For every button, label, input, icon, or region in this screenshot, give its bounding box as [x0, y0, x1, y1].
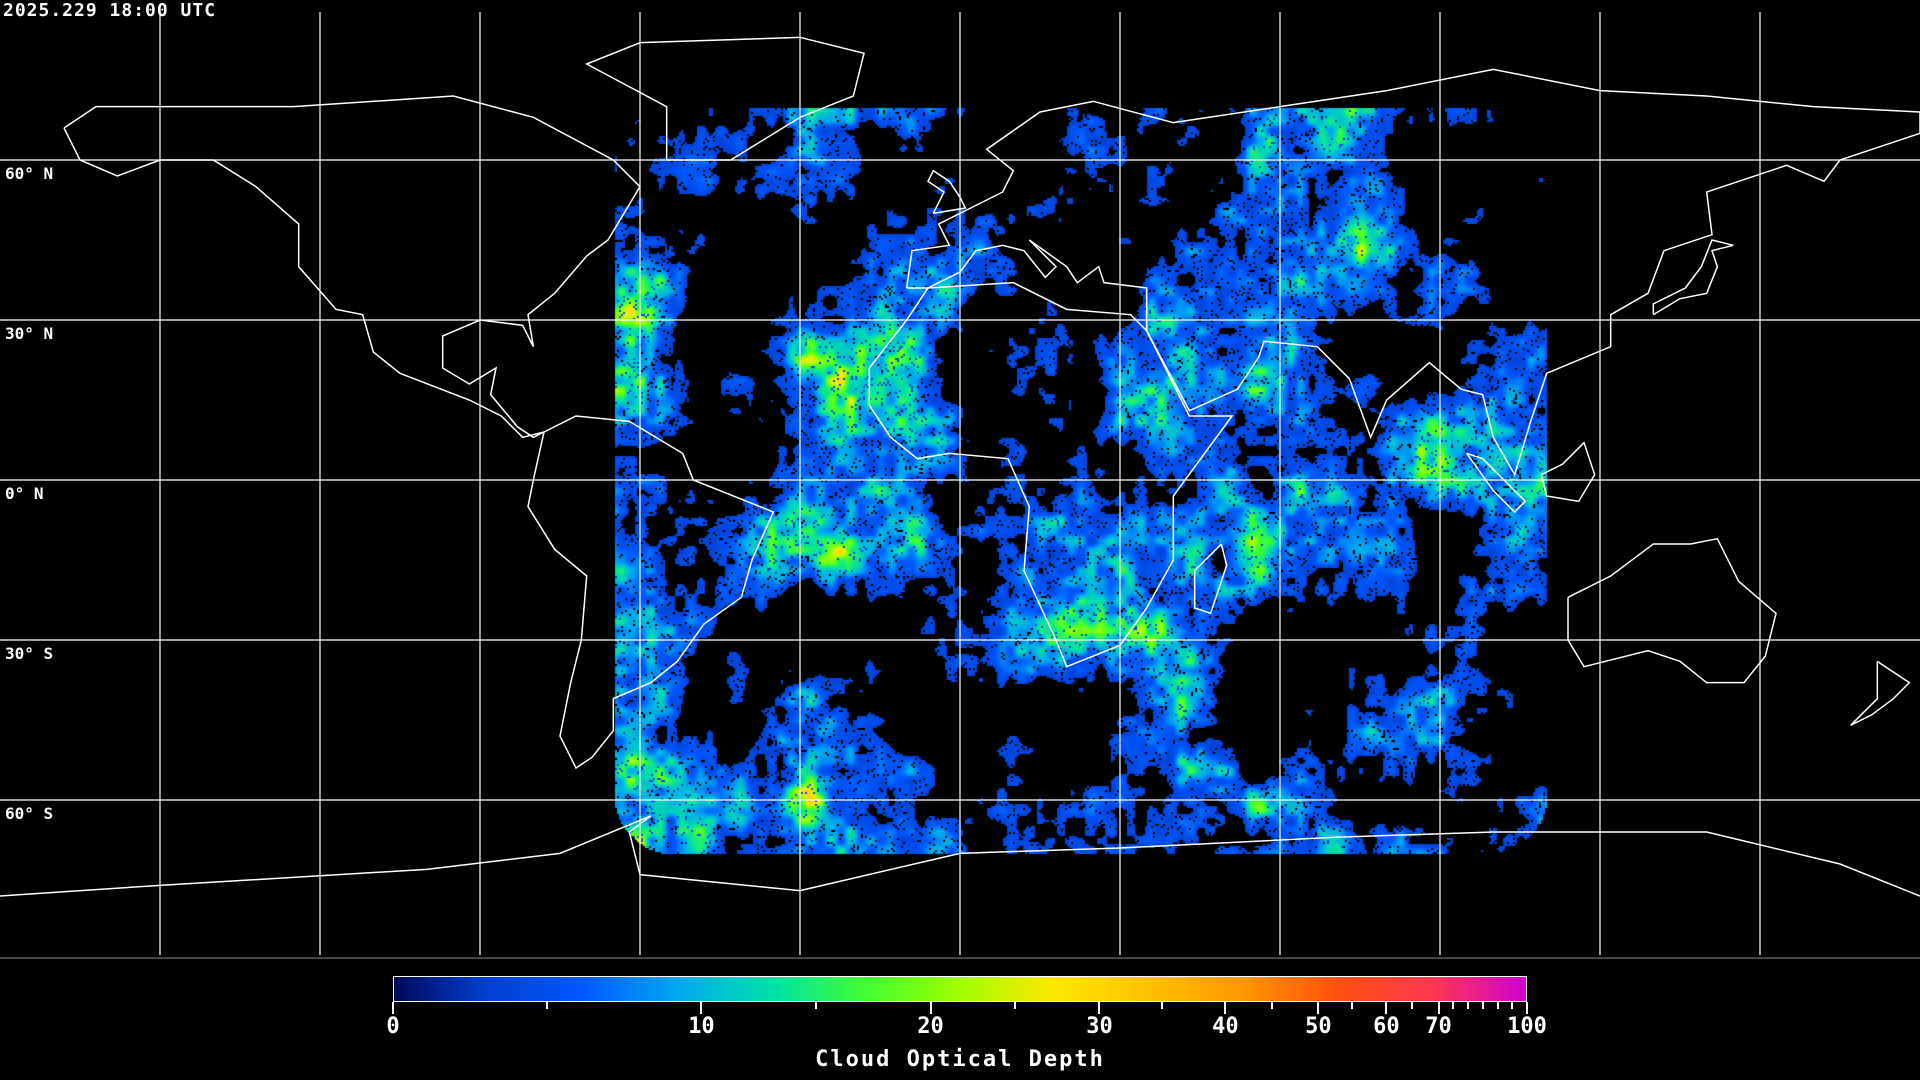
colorbar [393, 976, 1527, 1002]
map-overlay [0, 12, 1920, 959]
coastline-greenland [584, 36, 865, 161]
colorbar-tick-label: 100 [1507, 1014, 1547, 1039]
colorbar-tick [1411, 1002, 1414, 1009]
colorbar-tick [1452, 1002, 1455, 1009]
coastline-australia [1567, 537, 1777, 684]
colorbar-tick [1317, 1002, 1320, 1014]
world-map [0, 0, 1920, 960]
colorbar-tick [700, 1002, 703, 1014]
colorbar-tick [1385, 1002, 1388, 1014]
colorbar-tick [1467, 1002, 1470, 1009]
coastline-sumatra [1466, 452, 1527, 514]
lat-label-30s: 30° S [5, 644, 54, 663]
colorbar-tick-label: 0 [386, 1014, 400, 1039]
colorbar-tick [1496, 1002, 1499, 1009]
colorbar-tick-label: 30 [1086, 1014, 1113, 1039]
colorbar-title: Cloud Optical Depth [815, 1047, 1105, 1072]
coastline-madagascar [1193, 543, 1228, 615]
colorbar-tick [392, 1002, 394, 1014]
colorbar-tick-label: 70 [1425, 1014, 1452, 1039]
colorbar-tick [1511, 1002, 1514, 1009]
coastline-africa [868, 281, 1234, 668]
colorbar-ticks [392, 1002, 1528, 1016]
colorbar-tick [1161, 1002, 1164, 1009]
coastline-great-britain [927, 169, 967, 215]
coastline-south-america [527, 415, 775, 770]
timestamp: 2025.229 18:00 UTC [3, 0, 217, 21]
colorbar-tick [1013, 1002, 1016, 1009]
colorbar-tick-label: 40 [1212, 1014, 1239, 1039]
colorbar-tick-label: 10 [688, 1014, 715, 1039]
colorbar-tick-label: 60 [1373, 1014, 1400, 1039]
colorbar-tick [1526, 1002, 1528, 1014]
colorbar-tick [929, 1002, 932, 1014]
coastline-japan [1652, 239, 1734, 316]
colorbar-tick-label: 20 [917, 1014, 944, 1039]
colorbar-tick [1224, 1002, 1227, 1014]
coastline-borneo [1540, 441, 1596, 503]
colorbar-tick [1270, 1002, 1273, 1009]
colorbar-tick [1481, 1002, 1484, 1009]
lat-label-60s: 60° S [5, 804, 54, 823]
colorbar-tick [814, 1002, 817, 1009]
coastline-new-zealand [1850, 660, 1911, 727]
colorbar-tick [1351, 1002, 1354, 1009]
lat-label-30n: 30° N [5, 324, 54, 343]
colorbar-tick [1098, 1002, 1101, 1014]
coastline-north-america [63, 95, 641, 439]
lat-label-0: 0° N [5, 484, 44, 503]
coastline-eurasia [905, 68, 1920, 477]
colorbar-tick [546, 1002, 549, 1009]
lat-label-60n: 60° N [5, 164, 54, 183]
colorbar-tick [1437, 1002, 1440, 1014]
colorbar-tick-label: 50 [1305, 1014, 1332, 1039]
